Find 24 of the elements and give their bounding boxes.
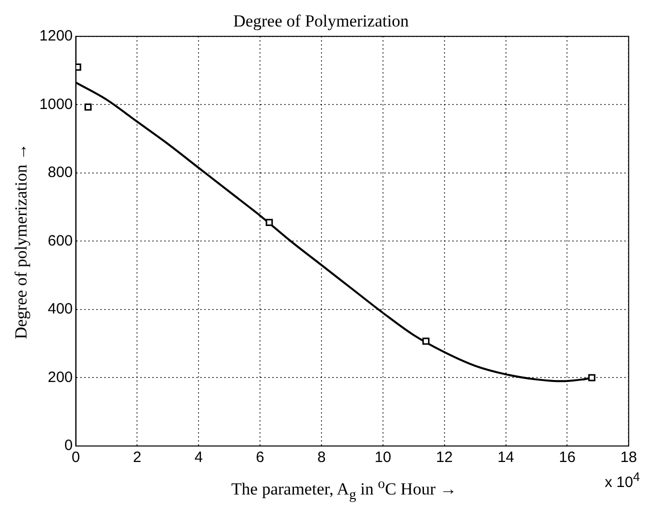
point [266,218,273,226]
point [422,338,430,345]
point [588,374,596,382]
x-tick-label: 18 [620,449,637,466]
x-tick-label: 8 [317,449,326,466]
x-tick-label: 4 [194,449,203,466]
x-tick-label: 2 [133,449,142,466]
x-tick-label: 14 [497,449,514,466]
point [84,103,92,111]
y-tick-label: 400 [48,300,73,318]
x-axis-title: The parameter, A$_{g}$ in $^{o}$C Hour → [231,476,457,504]
y-tick-label: 200 [48,368,73,386]
y-tick-label: 1200 [39,28,73,45]
x-tick-label: 16 [558,449,576,466]
x-tick-label: 6 [256,449,264,466]
y-tick-label: 0 [64,437,73,454]
y-axis-title: Degree of polymerization → [12,143,31,340]
y-tick-label: 600 [48,232,73,250]
y-tick-label: 1000 [39,96,73,113]
chart-title: Degree of Polymerization [233,12,410,31]
x-tick-label: 10 [374,449,392,466]
x-tick-label: 12 [436,449,453,466]
text: x 10$^{4}$ [604,470,640,491]
y-tick-label: 800 [48,164,73,182]
